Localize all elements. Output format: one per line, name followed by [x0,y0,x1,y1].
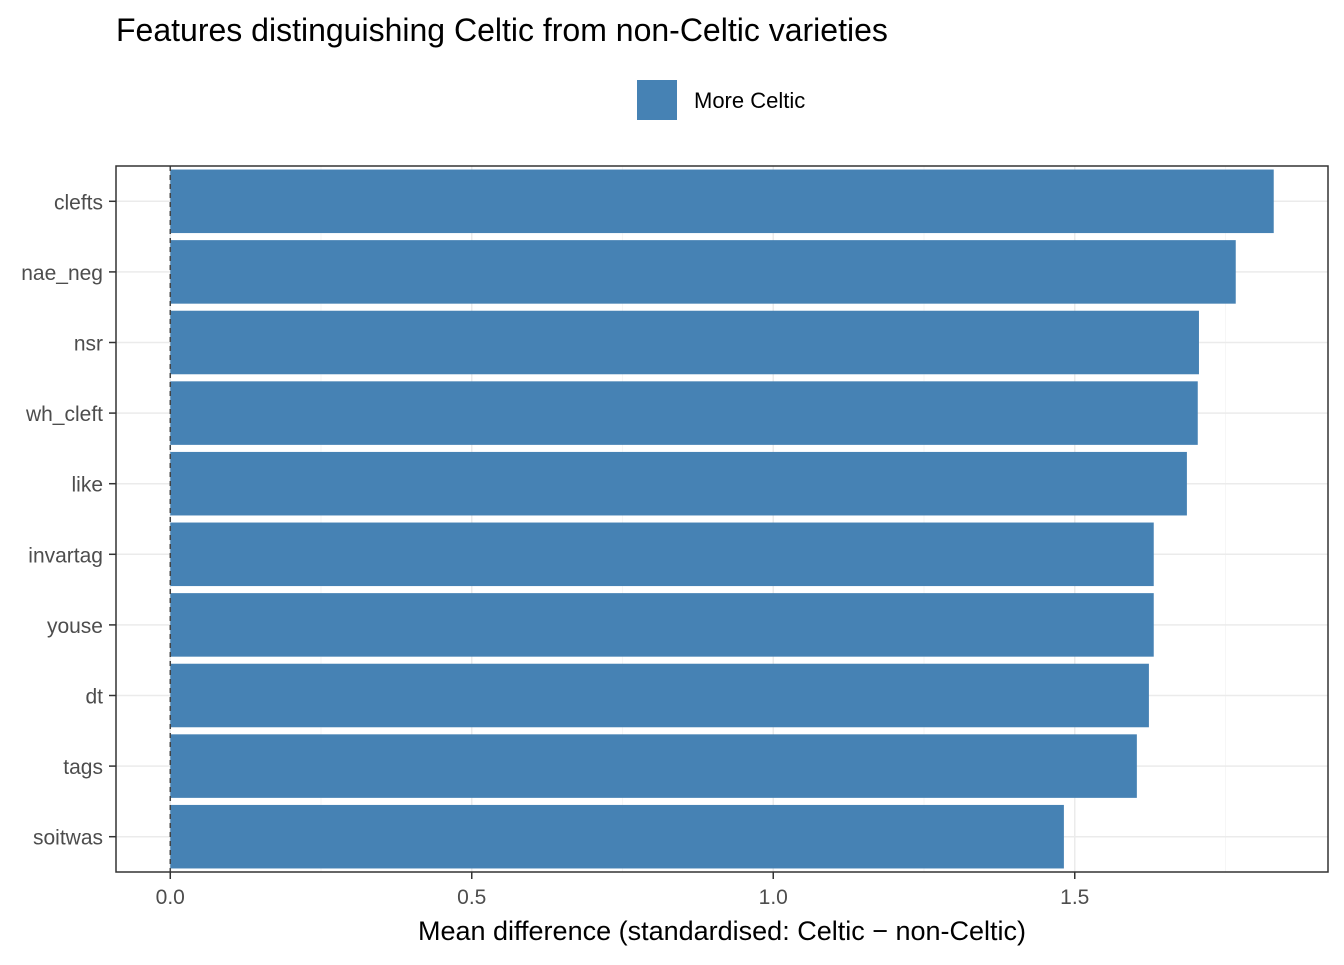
bar-invartag [170,522,1154,587]
legend-swatch [637,80,677,120]
legend: More Celtic [637,80,805,120]
legend-label: More Celtic [694,88,805,113]
bar-tags [170,734,1137,798]
y-tick-label: nsr [74,333,103,356]
y-tick-label: clefts [54,191,103,214]
bar-nsr [170,310,1199,375]
bar-dt [170,663,1149,728]
y-tick-label: tags [63,756,103,779]
y-tick-label: youse [47,615,103,638]
bar-nae_neg [170,240,1236,304]
x-tick-label: 0.5 [457,886,486,909]
x-axis-label: Mean difference (standardised: Celtic − … [418,916,1026,946]
y-tick-label: like [71,474,103,497]
y-tick-label: invartag [28,544,103,567]
bar-wh_cleft [170,381,1198,445]
bars [170,169,1274,869]
x-tick-label: 0.0 [156,886,185,909]
y-tick-label: wh_cleft [25,403,103,426]
bar-youse [170,593,1154,657]
x-axis: 0.0 0.5 1.0 1.5 [156,872,1089,909]
y-tick-label: soitwas [33,827,103,850]
bar-clefts [170,169,1274,234]
y-tick-label: nae_neg [21,262,103,285]
panel-border [115,165,1329,873]
x-tick-label: 1.5 [1060,886,1089,909]
bar-soitwas [170,804,1064,869]
y-tick-label: dt [85,686,103,709]
chart-title: Features distinguishing Celtic from non-… [116,12,888,48]
bar-like [170,451,1187,516]
x-tick-label: 1.0 [759,886,788,909]
